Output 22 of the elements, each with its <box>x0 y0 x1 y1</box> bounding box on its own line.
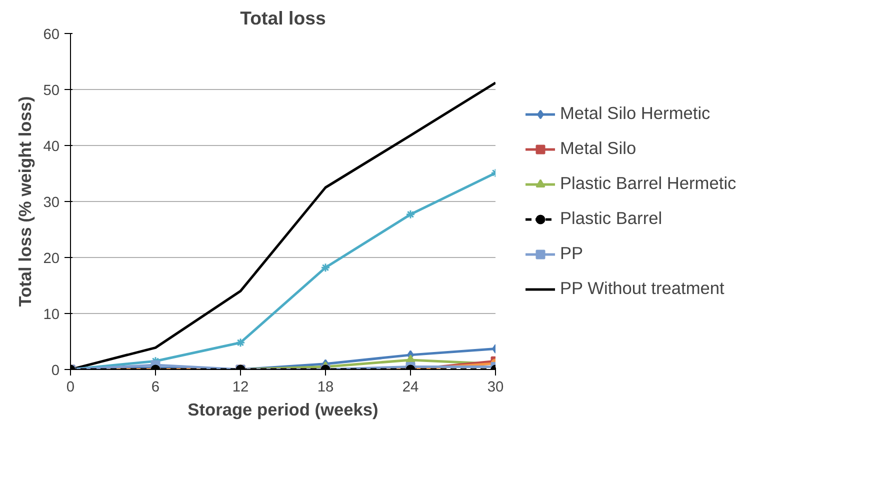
legend-label: Plastic Barrel <box>560 208 662 229</box>
legend-label: Plastic Barrel Hermetic <box>560 173 736 194</box>
x-tick-label: 30 <box>487 380 504 396</box>
legend-label: PP <box>560 243 584 264</box>
x-tick-label: 12 <box>232 380 249 396</box>
y-tick-label: 30 <box>43 195 60 211</box>
y-tick-label: 50 <box>43 83 60 99</box>
x-tick-label: 24 <box>402 380 419 396</box>
x-tick-label: 0 <box>66 380 75 396</box>
y-tick-label: 40 <box>43 139 60 155</box>
x-tick-label: 6 <box>151 380 160 396</box>
x-tick-label: 18 <box>317 380 334 396</box>
y-tick-label: 20 <box>43 251 60 267</box>
y-tick-label: 0 <box>51 363 60 379</box>
y-tick-label: 60 <box>43 27 60 43</box>
legend-label: Metal Silo Hermetic <box>560 103 710 124</box>
y-axis-title: Total loss (% weight loss) <box>15 96 36 307</box>
legend-label: PP Without treatment <box>560 278 724 299</box>
x-axis-title: Storage period (weeks) <box>188 400 378 420</box>
legend-label: Metal Silo <box>560 138 636 159</box>
chart-title: Total loss <box>240 8 326 28</box>
y-tick-label: 10 <box>43 307 60 323</box>
